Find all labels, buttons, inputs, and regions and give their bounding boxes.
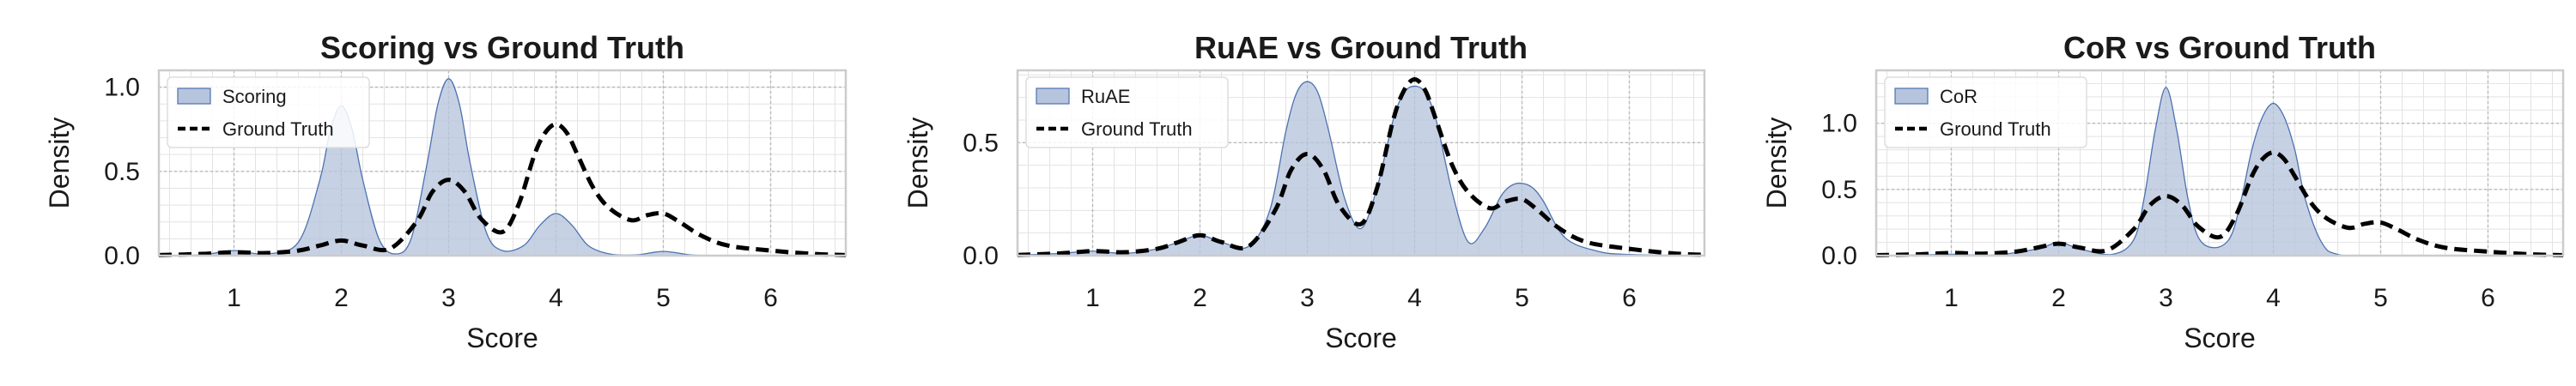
y-tick-label: 0.0 [104, 242, 140, 270]
chart-panel-scoring: 1 2 3 4 5 6 0.0 0.5 1.0 Scoring vs Ground Truth Sc… [0, 0, 859, 386]
legend-swatch-cor [1894, 87, 1929, 105]
y-tick-label: 0.5 [963, 129, 999, 157]
area-ruae [1018, 81, 1704, 256]
chart-title: CoR vs Ground Truth [2063, 30, 2376, 65]
y-axis-label: Density [1761, 118, 1792, 209]
x-tick-label: 3 [1300, 284, 1315, 312]
x-tick-label: 3 [441, 284, 456, 312]
plot-frame [157, 69, 848, 257]
x-tick-label: 1 [227, 284, 241, 312]
y-axis-label: Density [902, 118, 933, 209]
x-tick-label: 5 [2373, 284, 2388, 312]
line-ground-truth [158, 122, 847, 257]
chart-panel-ruae: 1 2 3 4 5 6 0.0 0.5 RuAE vs Ground Truth Score Den… [859, 0, 1717, 386]
x-tick-label: 2 [1193, 284, 1207, 312]
y-tick-label: 0.0 [963, 242, 999, 270]
legend-box [1025, 76, 1229, 148]
plot-frame [1874, 69, 2565, 257]
x-tick-label: 1 [1944, 284, 1959, 312]
line-ground-truth [1017, 77, 1705, 257]
y-tick-label: 0.5 [104, 158, 140, 186]
plot-frame [1016, 69, 1706, 257]
x-tick-label: 2 [334, 284, 349, 312]
legend-label-ground-truth: Ground Truth [1081, 118, 1193, 140]
x-tick-label: 4 [2266, 284, 2281, 312]
x-tick-label: 3 [2159, 284, 2173, 312]
y-tick-label: 0.5 [1821, 176, 1857, 204]
x-tick-label: 5 [656, 284, 671, 312]
x-tick-label: 4 [549, 284, 563, 312]
x-tick-label: 6 [763, 284, 778, 312]
legend: Scoring Ground Truth [167, 76, 370, 148]
x-tick-label: 6 [2481, 284, 2495, 312]
y-tick-label: 1.0 [104, 74, 140, 102]
legend-box [1884, 76, 2087, 148]
legend-box [167, 76, 370, 148]
chart-title: RuAE vs Ground Truth [1194, 30, 1528, 65]
legend: RuAE Ground Truth [1025, 76, 1229, 148]
x-tick-label: 5 [1515, 284, 1529, 312]
y-tick-label: 1.0 [1821, 110, 1857, 138]
line-ground-truth [1875, 150, 2564, 258]
x-tick-label: 1 [1085, 284, 1100, 312]
x-axis-label: Score [1325, 323, 1397, 353]
area-outline-cor [1875, 87, 2564, 256]
legend-label-ruae: RuAE [1081, 86, 1130, 107]
chart-panel-cor: 1 2 3 4 5 6 0.0 0.5 1.0 CoR vs Ground Truth Score D… [1717, 0, 2576, 386]
x-tick-label: 4 [1407, 284, 1422, 312]
y-axis-label: Density [44, 118, 75, 209]
series-group [1875, 87, 2564, 258]
x-axis-label: Score [466, 323, 538, 353]
legend-label-scoring: Scoring [222, 86, 287, 107]
x-tick-label: 6 [1622, 284, 1637, 312]
legend-swatch-ruae [1036, 87, 1070, 105]
y-tick-label: 0.0 [1821, 242, 1857, 270]
x-tick-label: 2 [2051, 284, 2066, 312]
density-chart-cor: 1 2 3 4 5 6 0.0 0.5 1.0 CoR vs Ground Truth Score D… [1761, 30, 2565, 353]
legend-label-ground-truth: Ground Truth [222, 118, 334, 140]
area-scoring [159, 78, 846, 256]
series-group [1017, 77, 1705, 257]
legend-label-cor: CoR [1940, 86, 1978, 107]
density-chart-ruae: 1 2 3 4 5 6 0.0 0.5 RuAE vs Ground Truth Score Den… [902, 30, 1706, 353]
legend-swatch-scoring [177, 87, 211, 105]
chart-title: Scoring vs Ground Truth [320, 30, 684, 65]
density-chart-scoring: 1 2 3 4 5 6 0.0 0.5 1.0 Scoring vs Ground Truth Sc… [44, 30, 848, 353]
x-axis-label: Score [2184, 323, 2256, 353]
legend-label-ground-truth: Ground Truth [1940, 118, 2051, 140]
legend: CoR Ground Truth [1884, 76, 2087, 148]
